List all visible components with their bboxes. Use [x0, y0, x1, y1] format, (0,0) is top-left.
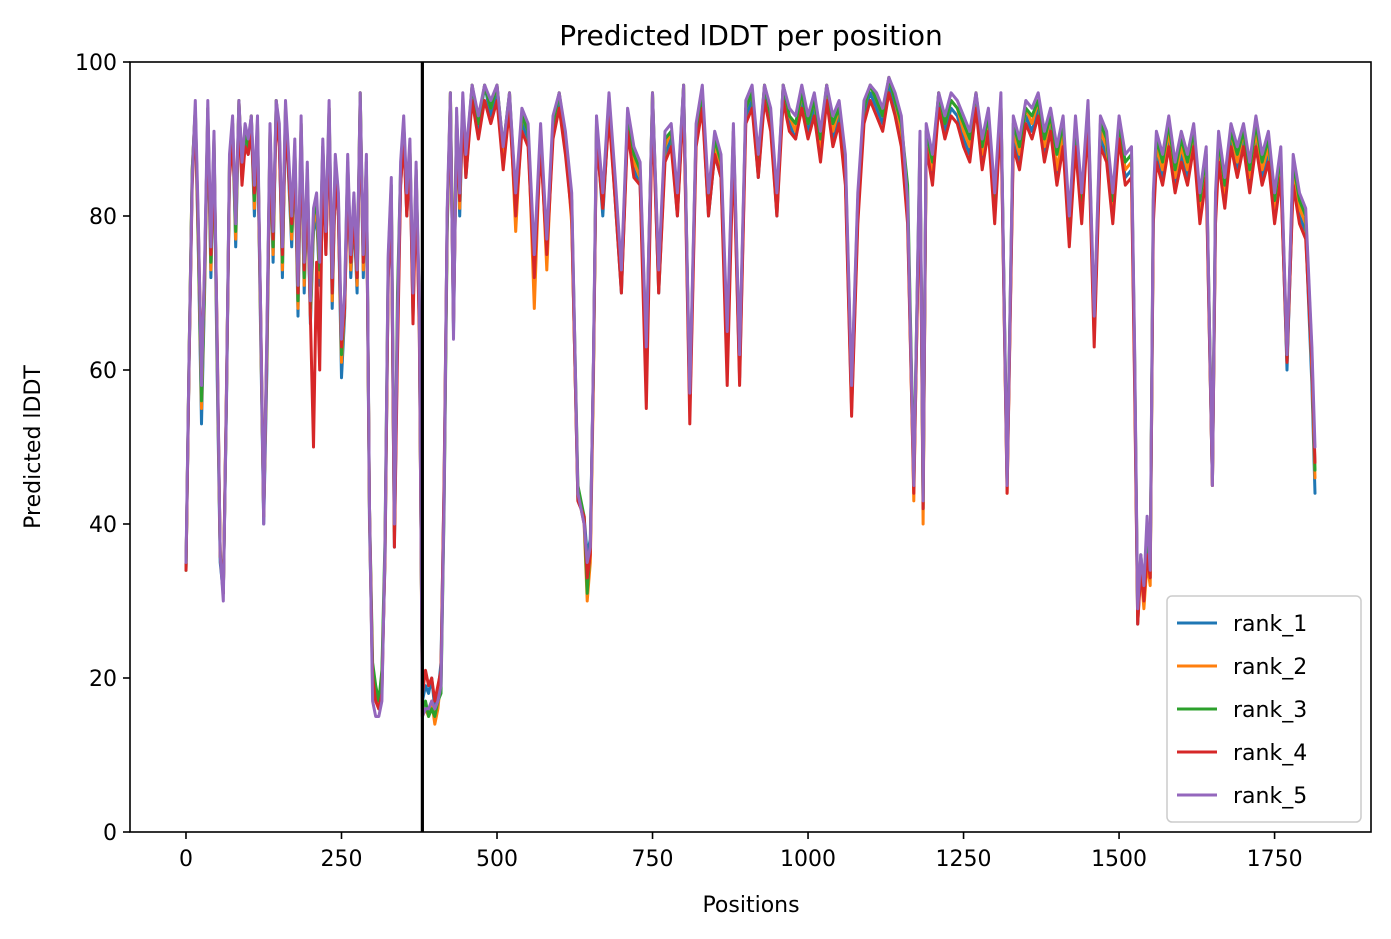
x-axis-label: Positions [702, 893, 799, 918]
y-tick-label: 40 [89, 513, 117, 538]
legend-label: rank_2 [1233, 655, 1307, 680]
x-tick-label: 1750 [1247, 847, 1303, 872]
y-tick-label: 100 [75, 51, 117, 76]
y-tick-label: 20 [89, 667, 117, 692]
legend-label: rank_3 [1233, 698, 1307, 723]
legend-label: rank_4 [1233, 741, 1307, 766]
plot-frame [129, 61, 1372, 833]
series-line-rank-5 [184, 75, 1317, 718]
x-tick-label: 0 [179, 847, 193, 872]
x-tick-label: 500 [476, 847, 518, 872]
y-tick-label: 60 [89, 359, 117, 384]
x-tick-label: 1500 [1091, 847, 1147, 872]
series-layer [184, 75, 1317, 726]
y-tick-label: 80 [89, 205, 117, 230]
y-tick-label: 0 [103, 821, 117, 846]
x-tick-label: 250 [320, 847, 362, 872]
x-axis: 0 250 500 750 1000 1250 1500 1750 [179, 832, 1303, 872]
plot-area [129, 61, 1372, 833]
x-tick-label: 750 [632, 847, 674, 872]
chart-title: Predicted lDDT per position [559, 19, 943, 52]
legend: rank_1 rank_2 rank_3 rank_4 rank_5 [1166, 595, 1362, 823]
legend-box [1166, 595, 1362, 823]
x-tick-label: 1000 [780, 847, 836, 872]
x-tick-label: 1250 [936, 847, 992, 872]
y-axis: 0 20 40 60 80 100 [75, 51, 130, 846]
legend-label: rank_5 [1233, 784, 1307, 809]
y-axis-label: Predicted lDDT [21, 365, 46, 529]
legend-label: rank_1 [1233, 612, 1307, 637]
